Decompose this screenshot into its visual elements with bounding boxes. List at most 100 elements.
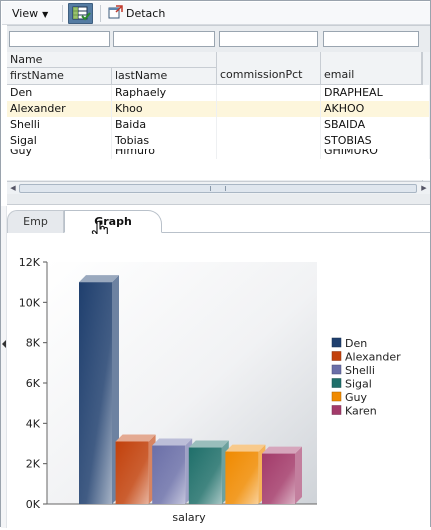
view-menu-label: View: [12, 7, 39, 20]
column-header-commissionpct[interactable]: commissionPct: [217, 52, 321, 85]
cell-commissionpct: [217, 149, 321, 159]
filter-row: [7, 26, 430, 52]
cell-email: DRAPHEAL: [321, 85, 430, 101]
chevron-down-icon: ▼: [42, 10, 49, 19]
cell-email: SBAIDA: [321, 117, 430, 133]
legend-label: Sigal: [345, 378, 372, 391]
cell-lastname: Baida: [112, 117, 217, 133]
cell-lastname: Khoo: [112, 101, 217, 117]
salary-chart: 0K 2K 4K 6K 8K 10K 12K salary Den Alexander Shell…: [7, 234, 430, 527]
y-tick-label: 0K: [26, 498, 41, 511]
table-body: Den Raphaely DRAPHEAL Alexander Khoo AKH…: [7, 85, 430, 180]
bar-guy: [225, 444, 266, 504]
cell-lastname: Raphaely: [112, 85, 217, 101]
bar-front-face: [188, 447, 222, 504]
bar-side-face: [295, 446, 302, 504]
table-row[interactable]: Shelli Baida SBAIDA: [7, 117, 430, 133]
horizontal-scrollbar[interactable]: ◀ ▶: [7, 181, 430, 194]
table-row-selected[interactable]: Alexander Khoo AKHOO: [7, 101, 430, 117]
column-header-firstname[interactable]: firstName: [7, 68, 112, 85]
panel-splitter[interactable]: [1, 206, 7, 528]
bar-front-face: [79, 282, 112, 504]
tab-graph[interactable]: Graph: [64, 210, 162, 233]
bar-shelli: [152, 438, 193, 504]
table-row[interactable]: Guy Himuro GHIMURO: [7, 149, 430, 159]
scroll-left-icon[interactable]: ◀: [10, 184, 16, 192]
toolbar-divider: [62, 5, 63, 22]
y-tick-label: 12K: [19, 256, 41, 269]
view-menu-button[interactable]: View ▼: [6, 5, 54, 22]
employee-table: Name firstName lastName commissionPct em…: [7, 25, 430, 205]
bar-top-face: [152, 438, 193, 446]
bar-front-face: [152, 445, 186, 504]
bar-front-face: [225, 451, 259, 504]
toolbar-divider: [100, 5, 101, 22]
detach-label: Detach: [126, 7, 166, 20]
cell-lastname: Tobias: [112, 133, 217, 149]
cell-firstname: Sigal: [7, 133, 112, 149]
cell-email: GHIMURO: [321, 149, 430, 159]
column-header-email[interactable]: email: [321, 52, 422, 85]
tab-emp[interactable]: Emp: [7, 210, 64, 233]
legend-swatch: [331, 391, 342, 402]
legend-swatch: [331, 405, 342, 415]
legend-label: Alexander: [345, 351, 401, 364]
bar-sigal: [188, 440, 229, 504]
filter-lastname-input[interactable]: [113, 31, 215, 47]
bar-front-face: [115, 441, 149, 504]
scroll-thumb[interactable]: [19, 184, 417, 193]
scroll-right-icon[interactable]: ▶: [421, 184, 427, 192]
cell-commissionpct: [217, 85, 321, 101]
cell-firstname: Guy: [7, 149, 112, 159]
column-group-header-name: Name: [7, 52, 217, 68]
cell-email: STOBIAS: [321, 133, 430, 149]
cell-commissionpct: [217, 133, 321, 149]
y-tick-label: 8K: [26, 337, 41, 350]
bar-alexander: [115, 434, 156, 504]
legend-swatch: [331, 378, 342, 388]
bar-den: [79, 275, 119, 504]
filter-firstname-input[interactable]: [9, 31, 110, 47]
column-header-lastname[interactable]: lastName: [112, 68, 217, 85]
y-tick-label: 4K: [26, 417, 41, 430]
legend-label: Shelli: [345, 364, 375, 377]
y-tick-label: 10K: [19, 296, 41, 309]
cell-commissionpct: [217, 101, 321, 117]
legend-swatch: [331, 364, 342, 375]
bar-top-face: [262, 446, 302, 454]
filter-commission-input[interactable]: [219, 31, 318, 47]
table-toolbar: View ▼ Detach: [2, 2, 430, 25]
cell-commissionpct: [217, 117, 321, 133]
legend-swatch: [331, 351, 342, 361]
cell-lastname: Himuro: [112, 149, 217, 159]
legend-swatch: [331, 337, 342, 348]
cell-firstname: Shelli: [7, 117, 112, 133]
detach-window-icon: [108, 5, 123, 19]
table-row[interactable]: Den Raphaely DRAPHEAL: [7, 85, 430, 101]
collapse-left-icon[interactable]: [2, 340, 6, 348]
y-tick-label: 6K: [26, 377, 41, 390]
y-tick-label: 2K: [26, 458, 41, 471]
detail-tabs: Emp Graph: [7, 208, 430, 233]
legend-label: Karen: [345, 405, 377, 418]
bar-karen: [262, 446, 302, 504]
filter-email-input[interactable]: [323, 31, 419, 47]
x-category-label: salary: [172, 511, 206, 524]
cell-email: AKHOO: [321, 101, 430, 117]
legend-label: Den: [345, 337, 367, 350]
detach-button[interactable]: Detach: [108, 5, 165, 22]
bar-chart: 0K 2K 4K 6K 8K 10K 12K salary DenAlexanderShell…: [19, 256, 401, 524]
grip-icon: [210, 186, 226, 191]
table-row[interactable]: Sigal Tobias STOBIAS: [7, 133, 430, 149]
bar-top-face: [115, 434, 156, 442]
freeze-columns-button[interactable]: [68, 3, 93, 24]
cell-firstname: Den: [7, 85, 112, 101]
cell-firstname: Alexander: [7, 101, 112, 117]
bar-top-face: [79, 275, 119, 283]
bar-top-face: [188, 440, 229, 448]
freeze-columns-icon: [72, 6, 91, 21]
legend-label: Guy: [345, 391, 367, 404]
bar-front-face: [262, 453, 295, 504]
bar-top-face: [225, 444, 266, 452]
